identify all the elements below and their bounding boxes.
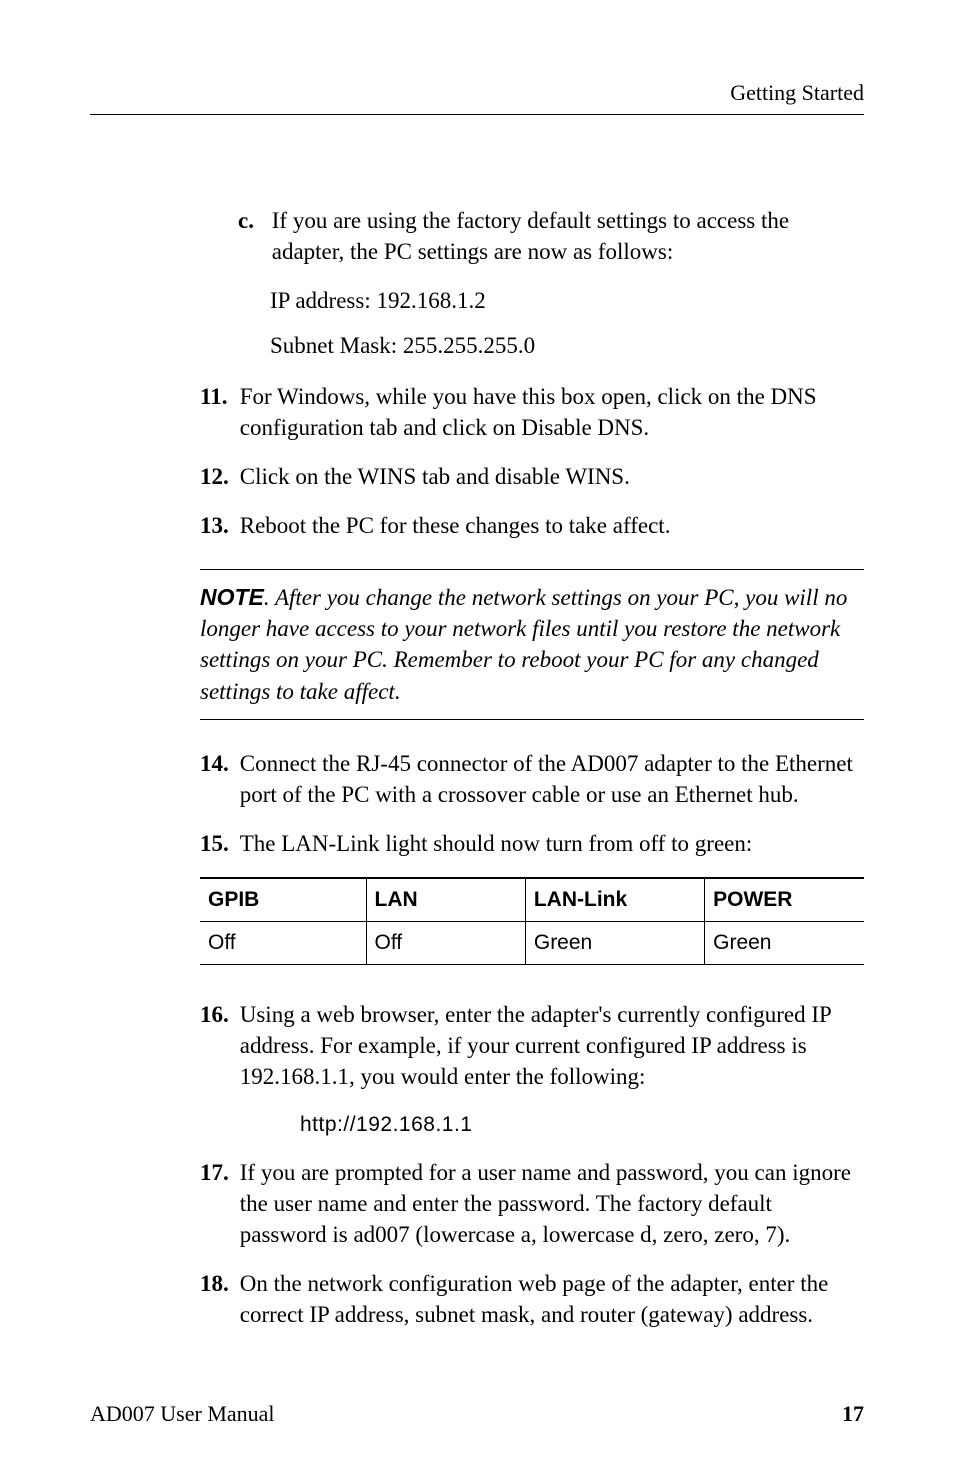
step-number: 16.: [200, 999, 234, 1030]
step-number: 11.: [200, 381, 234, 412]
step-11: 11. For Windows, while you have this box…: [200, 381, 864, 443]
note-block: NOTE. After you change the network setti…: [200, 569, 864, 719]
step-13: 13. Reboot the PC for these changes to t…: [200, 510, 864, 541]
substep-text: If you are using the factory default set…: [272, 205, 864, 267]
step-14: 14. Connect the RJ-45 connector of the A…: [200, 748, 864, 810]
step-text: Click on the WINS tab and disable WINS.: [240, 461, 864, 492]
page-number: 17: [842, 1401, 864, 1427]
content-area: c. If you are using the factory default …: [200, 205, 864, 1330]
substep-letter: c.: [238, 205, 266, 236]
page: Getting Started c. If you are using the …: [0, 0, 954, 1475]
substep-c: c. If you are using the factory default …: [238, 205, 864, 267]
td-gpib: Off: [200, 922, 366, 965]
status-table: GPIB LAN LAN-Link POWER Off Off Green Gr…: [200, 877, 864, 966]
th-gpib: GPIB: [200, 878, 366, 922]
step-number: 17.: [200, 1157, 234, 1188]
step-number: 18.: [200, 1268, 234, 1299]
step-17: 17. If you are prompted for a user name …: [200, 1157, 864, 1250]
step-text: Reboot the PC for these changes to take …: [240, 510, 864, 541]
running-header: Getting Started: [90, 80, 864, 115]
th-lan: LAN: [366, 878, 525, 922]
step-12: 12. Click on the WINS tab and disable WI…: [200, 461, 864, 492]
subnet-mask-line: Subnet Mask: 255.255.255.0: [270, 330, 864, 361]
note-text: . After you change the network settings …: [200, 585, 847, 703]
step-number: 15.: [200, 828, 234, 859]
step-text: The LAN-Link light should now turn from …: [240, 828, 864, 859]
step-18: 18. On the network configuration web pag…: [200, 1268, 864, 1330]
step-number: 13.: [200, 510, 234, 541]
ip-address-line: IP address: 192.168.1.2: [270, 285, 864, 316]
step-15: 15. The LAN-Link light should now turn f…: [200, 828, 864, 859]
th-lanlink: LAN-Link: [525, 878, 704, 922]
step-text: For Windows, while you have this box ope…: [240, 381, 864, 443]
note-label: NOTE: [200, 584, 264, 610]
td-lanlink: Green: [525, 922, 704, 965]
step-number: 12.: [200, 461, 234, 492]
th-power: POWER: [705, 878, 864, 922]
footer-title: AD007 User Manual: [90, 1401, 275, 1427]
td-power: Green: [705, 922, 864, 965]
td-lan: Off: [366, 922, 525, 965]
step-16: 16. Using a web browser, enter the adapt…: [200, 999, 864, 1092]
step-text: Connect the RJ-45 connector of the AD007…: [240, 748, 864, 810]
step-text: Using a web browser, enter the adapter's…: [240, 999, 864, 1092]
code-url: http://192.168.1.1: [300, 1111, 864, 1139]
page-footer: AD007 User Manual 17: [90, 1401, 864, 1427]
step-text: If you are prompted for a user name and …: [240, 1157, 864, 1250]
step-text: On the network configuration web page of…: [240, 1268, 864, 1330]
table-header-row: GPIB LAN LAN-Link POWER: [200, 878, 864, 922]
step-number: 14.: [200, 748, 234, 779]
table-row: Off Off Green Green: [200, 922, 864, 965]
